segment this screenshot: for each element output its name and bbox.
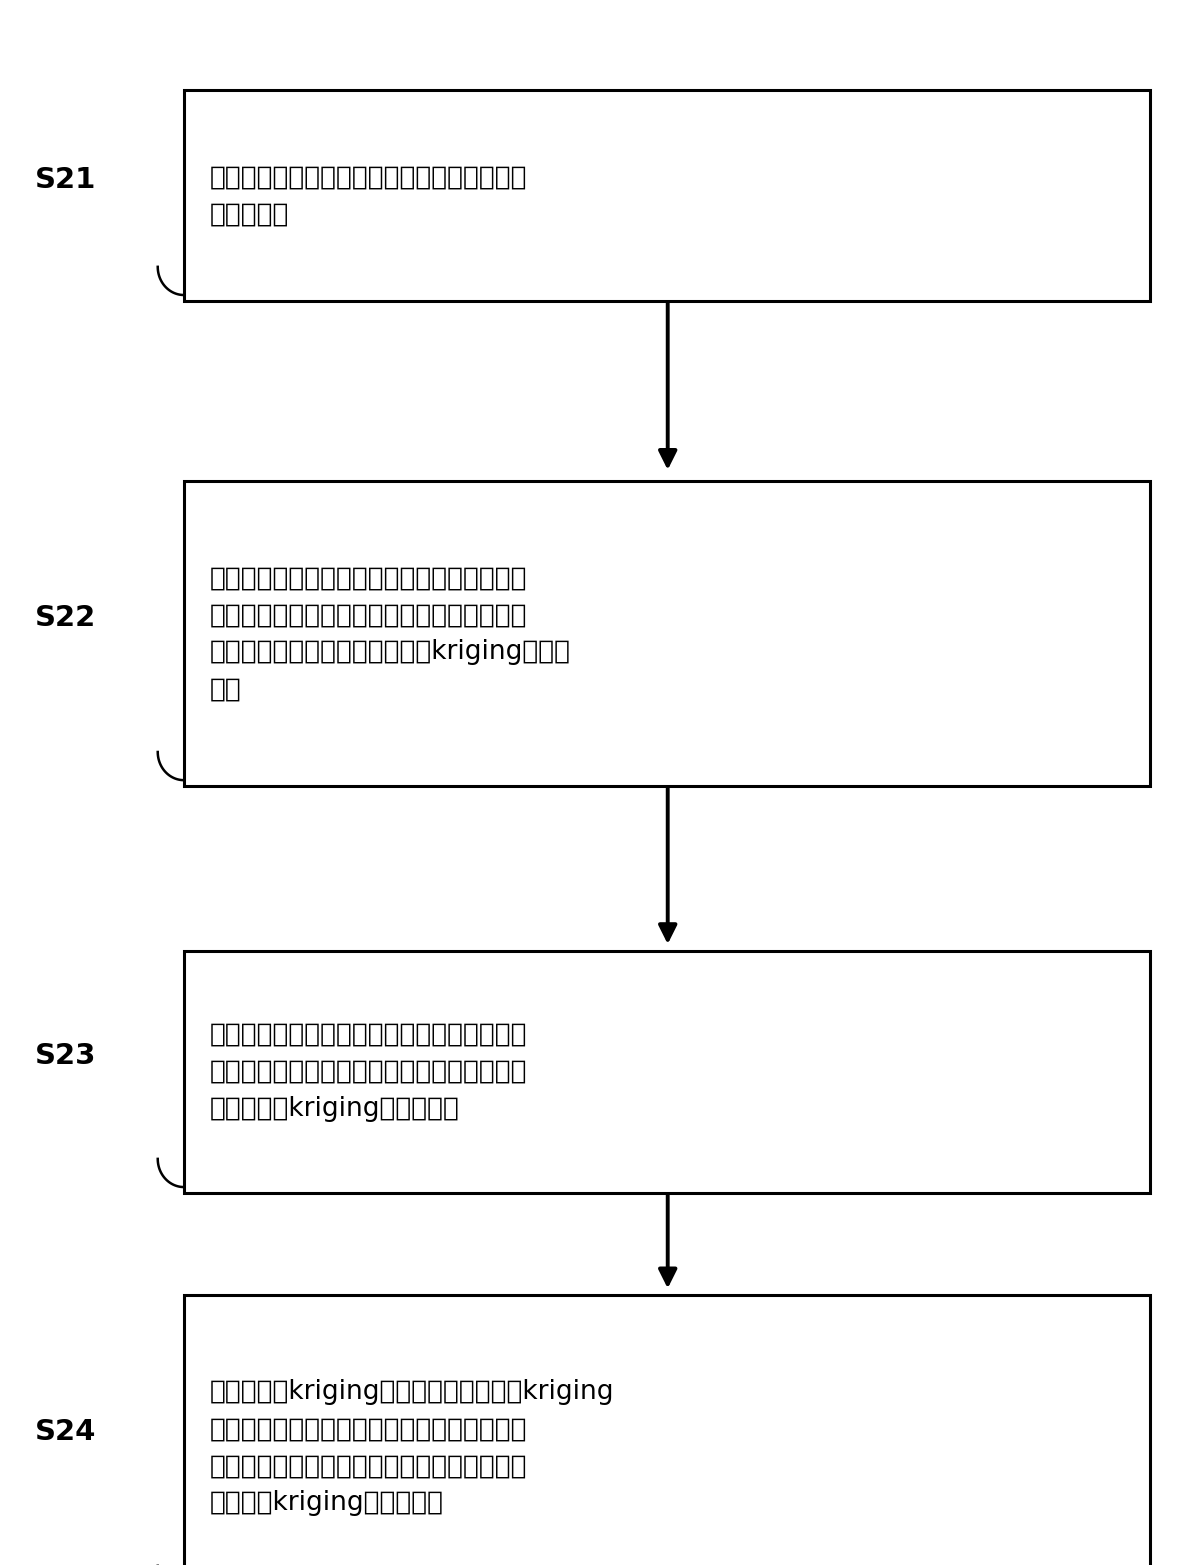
Text: S24: S24 (34, 1418, 96, 1446)
Bar (184, 1296, 1150, 1565)
Bar (184, 952, 1150, 1193)
Bar (184, 482, 1150, 787)
Text: S22: S22 (34, 604, 96, 632)
Text: 将航班因素kriging代理模型与情况因素kriging
代理模型进行结合，得到最小起飞时间间隔、
最短航班起降时长、最低单位时间延误成本的
综合因素krigi: 将航班因素kriging代理模型与情况因素kriging 代理模型进行结合，得到… (210, 1379, 614, 1516)
Text: S23: S23 (34, 1042, 96, 1070)
Text: 在数据库中筛选出各种情况所对应的航班历史
运行数据；: 在数据库中筛选出各种情况所对应的航班历史 运行数据； (210, 164, 528, 227)
Text: 根据筛选得到的历史记录建立输入为航班客座
量、载客率、顾客满意度，输出为单位时间推
迟和提前的延误成本的航班因素kriging代理模
型；: 根据筛选得到的历史记录建立输入为航班客座 量、载客率、顾客满意度，输出为单位时间… (210, 565, 570, 703)
Text: 根据筛选得到的历史记录建立输入为季节、跑
道状态、天气情况，输出为安全起降时间间隔
的情况因素kriging代理模型；: 根据筛选得到的历史记录建立输入为季节、跑 道状态、天气情况，输出为安全起降时间间… (210, 1022, 528, 1122)
Text: S21: S21 (34, 166, 96, 194)
Bar (184, 89, 1150, 300)
